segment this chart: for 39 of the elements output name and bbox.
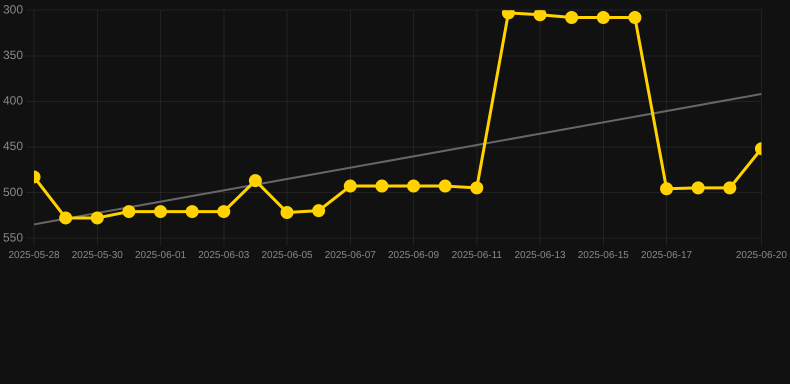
- y-tick-label: 350: [2, 48, 24, 62]
- point: [90, 211, 104, 224]
- y-tick-label: 300: [2, 2, 24, 17]
- point: [407, 180, 420, 193]
- point: [628, 10, 642, 24]
- x-tick-label: 2025-05-28: [8, 250, 60, 261]
- x-tick-label: 2025-06-01: [134, 250, 187, 261]
- x-tick-label: 2025-06-09: [388, 250, 440, 261]
- y-tick-label: 450: [2, 139, 24, 154]
- x-tick-label: 2025-05-30: [72, 250, 124, 261]
- point: [692, 181, 705, 194]
- point: [534, 10, 547, 22]
- point: [723, 181, 736, 194]
- point: [344, 180, 357, 193]
- x-tick-label: 2025-06-07: [324, 250, 376, 261]
- point: [596, 10, 610, 24]
- point: [375, 180, 388, 193]
- point: [312, 204, 326, 218]
- point: [186, 205, 199, 218]
- x-tick-label: 2025-06-11: [452, 250, 502, 261]
- point: [154, 205, 168, 218]
- point: [660, 182, 674, 196]
- point: [280, 206, 294, 219]
- x-tick-label: 2025-06-05: [261, 250, 314, 261]
- point: [438, 180, 452, 193]
- point: [470, 181, 484, 194]
- point: [217, 205, 230, 218]
- point: [565, 10, 578, 24]
- x-tick-label: 2025-06-03: [198, 250, 250, 261]
- y-tick-label: 550: [2, 230, 24, 244]
- x-tick-label: 2025-06-15: [578, 250, 630, 261]
- point: [59, 211, 72, 224]
- x-tick-label: 2025-06-13: [514, 250, 566, 261]
- point: [122, 205, 136, 218]
- x-tick-label: 2025-06-20: [736, 250, 788, 261]
- x-tick-label: 2025-06-17: [640, 250, 693, 261]
- point: [248, 174, 262, 188]
- y-tick-label: 500: [2, 184, 24, 199]
- y-tick-label: 400: [2, 94, 24, 108]
